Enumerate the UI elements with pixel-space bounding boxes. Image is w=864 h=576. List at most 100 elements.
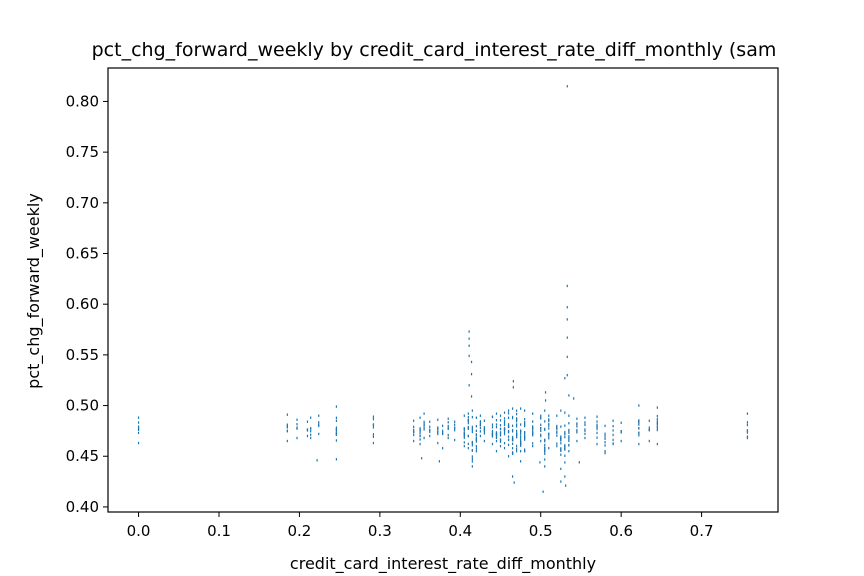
- data-point: [503, 423, 506, 427]
- data-point: [423, 436, 425, 440]
- data-point: [656, 425, 658, 428]
- data-point: [419, 442, 421, 446]
- data-point: [467, 446, 469, 450]
- data-point: [560, 439, 562, 442]
- data-point: [556, 442, 558, 445]
- data-point: [306, 434, 309, 438]
- data-point: [544, 458, 546, 461]
- data-point: [468, 344, 470, 347]
- data-point: [511, 435, 514, 439]
- data-point: [467, 442, 469, 446]
- data-point: [548, 432, 550, 436]
- data-point: [568, 431, 570, 435]
- data-point: [540, 417, 542, 420]
- data-point: [564, 430, 566, 434]
- data-point: [638, 423, 640, 426]
- data-point: [568, 449, 570, 453]
- data-point: [524, 422, 526, 426]
- data-point: [419, 428, 421, 431]
- data-point: [516, 444, 518, 448]
- data-point: [310, 416, 312, 419]
- data-point: [524, 418, 526, 421]
- data-point: [507, 425, 510, 429]
- data-point: [560, 435, 562, 438]
- data-point: [437, 418, 439, 421]
- data-point: [479, 430, 481, 433]
- data-point: [475, 416, 477, 419]
- data-point: [471, 427, 473, 430]
- data-point: [548, 437, 550, 440]
- data-point: [604, 424, 606, 428]
- data-point: [467, 419, 469, 422]
- data-point: [413, 428, 415, 432]
- data-point: [516, 433, 518, 437]
- data-point: [442, 431, 444, 435]
- data-point: [318, 421, 320, 424]
- chart-title: pct_chg_forward_weekly by credit_card_in…: [92, 39, 777, 61]
- data-point: [746, 421, 749, 424]
- data-point: [524, 430, 526, 434]
- data-point: [507, 443, 510, 447]
- data-point: [471, 425, 473, 429]
- data-point: [612, 419, 614, 422]
- data-point: [137, 441, 140, 445]
- x-tick-label: 0.0: [127, 522, 151, 540]
- data-point: [524, 409, 526, 412]
- data-point: [310, 433, 312, 436]
- data-point: [548, 414, 550, 417]
- data-point: [419, 427, 421, 430]
- data-point: [511, 475, 514, 478]
- data-point: [560, 467, 562, 471]
- data-point: [372, 417, 375, 421]
- x-tick-label: 0.3: [368, 522, 392, 540]
- data-point: [429, 420, 431, 423]
- data-point: [413, 433, 415, 437]
- data-point: [471, 415, 473, 419]
- data-point: [596, 425, 598, 428]
- data-point: [499, 439, 502, 442]
- data-point: [746, 423, 749, 427]
- data-point: [335, 431, 338, 435]
- data-point: [638, 427, 640, 430]
- data-point: [620, 439, 622, 443]
- data-point: [463, 444, 465, 448]
- data-point: [479, 434, 481, 438]
- data-point: [584, 416, 586, 419]
- data-point: [507, 423, 510, 426]
- data-point: [495, 436, 498, 440]
- data-point: [532, 412, 534, 415]
- data-point: [620, 430, 622, 433]
- data-point: [511, 452, 514, 455]
- data-point: [467, 434, 469, 438]
- data-point: [454, 438, 456, 442]
- data-point: [454, 429, 456, 432]
- data-point: [564, 475, 566, 478]
- data-point: [520, 450, 522, 453]
- data-point: [454, 426, 456, 430]
- data-point: [584, 421, 586, 424]
- data-point: [612, 442, 614, 445]
- data-point: [137, 425, 140, 428]
- data-point: [372, 441, 375, 445]
- data-point: [578, 461, 580, 464]
- data-point: [442, 446, 444, 450]
- data-point: [491, 433, 494, 437]
- data-point: [471, 457, 473, 461]
- data-point: [310, 427, 312, 430]
- data-point: [612, 429, 614, 432]
- data-point: [540, 414, 542, 417]
- data-point: [612, 438, 614, 442]
- data-point: [566, 318, 568, 321]
- data-point: [564, 411, 566, 414]
- data-point: [584, 429, 586, 432]
- data-point: [564, 376, 566, 380]
- data-point: [564, 435, 566, 439]
- data-point: [564, 448, 566, 451]
- data-point: [372, 426, 375, 429]
- data-point: [447, 421, 449, 424]
- data-point: [467, 421, 469, 425]
- data-point: [468, 330, 470, 333]
- data-point: [604, 449, 606, 453]
- data-point: [413, 425, 415, 429]
- data-point: [437, 428, 439, 431]
